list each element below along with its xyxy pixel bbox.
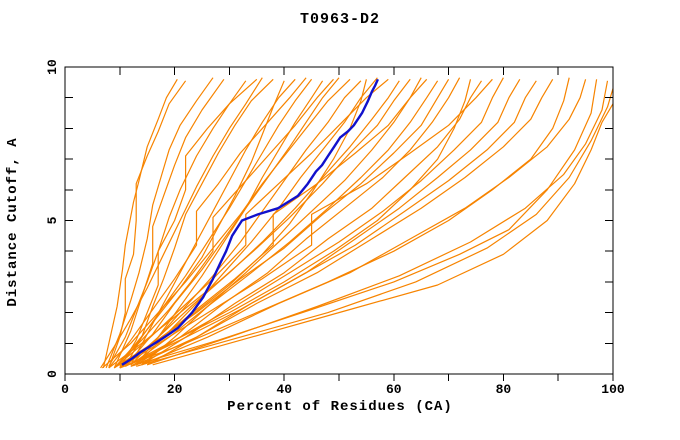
prediction-curve	[119, 78, 428, 367]
x-tick-label: 100	[601, 382, 625, 397]
prediction-curve	[141, 80, 483, 366]
prediction-curve	[141, 79, 587, 366]
x-tick-label: 20	[167, 382, 183, 397]
prediction-curve	[146, 78, 521, 366]
prediction-curve	[113, 78, 334, 369]
y-tick-label: 5	[45, 216, 60, 224]
x-tick-label: 60	[386, 382, 402, 397]
prediction-curve	[101, 78, 351, 369]
x-tick-label: 80	[496, 382, 512, 397]
prediction-curve	[108, 80, 247, 367]
prediction-curve	[130, 80, 362, 366]
prediction-curve	[100, 77, 263, 369]
x-tick-label: 40	[276, 382, 292, 397]
prediction-curve	[113, 78, 389, 369]
prediction-curve	[124, 77, 340, 367]
prediction-curve	[135, 77, 461, 366]
prediction-curve	[119, 78, 493, 369]
prediction-curve	[130, 79, 598, 367]
prediction-curve	[108, 77, 307, 369]
prediction-curve	[119, 78, 313, 367]
prediction-curve	[125, 79, 472, 367]
prediction-curve	[152, 103, 614, 366]
y-tick-label: 10	[45, 59, 60, 75]
prediction-curve	[113, 80, 285, 369]
prediction-curve	[147, 80, 609, 366]
prediction-curve	[108, 78, 411, 369]
prediction-curve	[102, 78, 178, 369]
x-tick-label: 0	[61, 382, 69, 397]
prediction-curve	[119, 77, 570, 369]
prediction-curve	[130, 77, 504, 367]
prediction-curve	[136, 88, 614, 367]
prediction-curve	[113, 78, 225, 369]
prediction-curve	[105, 77, 214, 369]
prediction-curve	[125, 80, 537, 367]
prediction-curve	[108, 80, 187, 369]
prediction-curve	[130, 80, 439, 366]
prediction-curves	[100, 77, 614, 369]
x-axis-label: Percent of Residues (CA)	[227, 399, 453, 415]
prediction-curve	[124, 78, 274, 367]
plot-border	[64, 66, 614, 375]
prediction-curve	[135, 78, 554, 366]
y-tick-label: 0	[45, 370, 60, 378]
prediction-curve	[141, 77, 422, 366]
highlighted-model-curve	[121, 78, 379, 366]
y-axis-label: Distance Cutoff, A	[5, 137, 21, 307]
prediction-curve	[124, 80, 400, 367]
plot-title: T0963-D2	[299, 11, 380, 28]
